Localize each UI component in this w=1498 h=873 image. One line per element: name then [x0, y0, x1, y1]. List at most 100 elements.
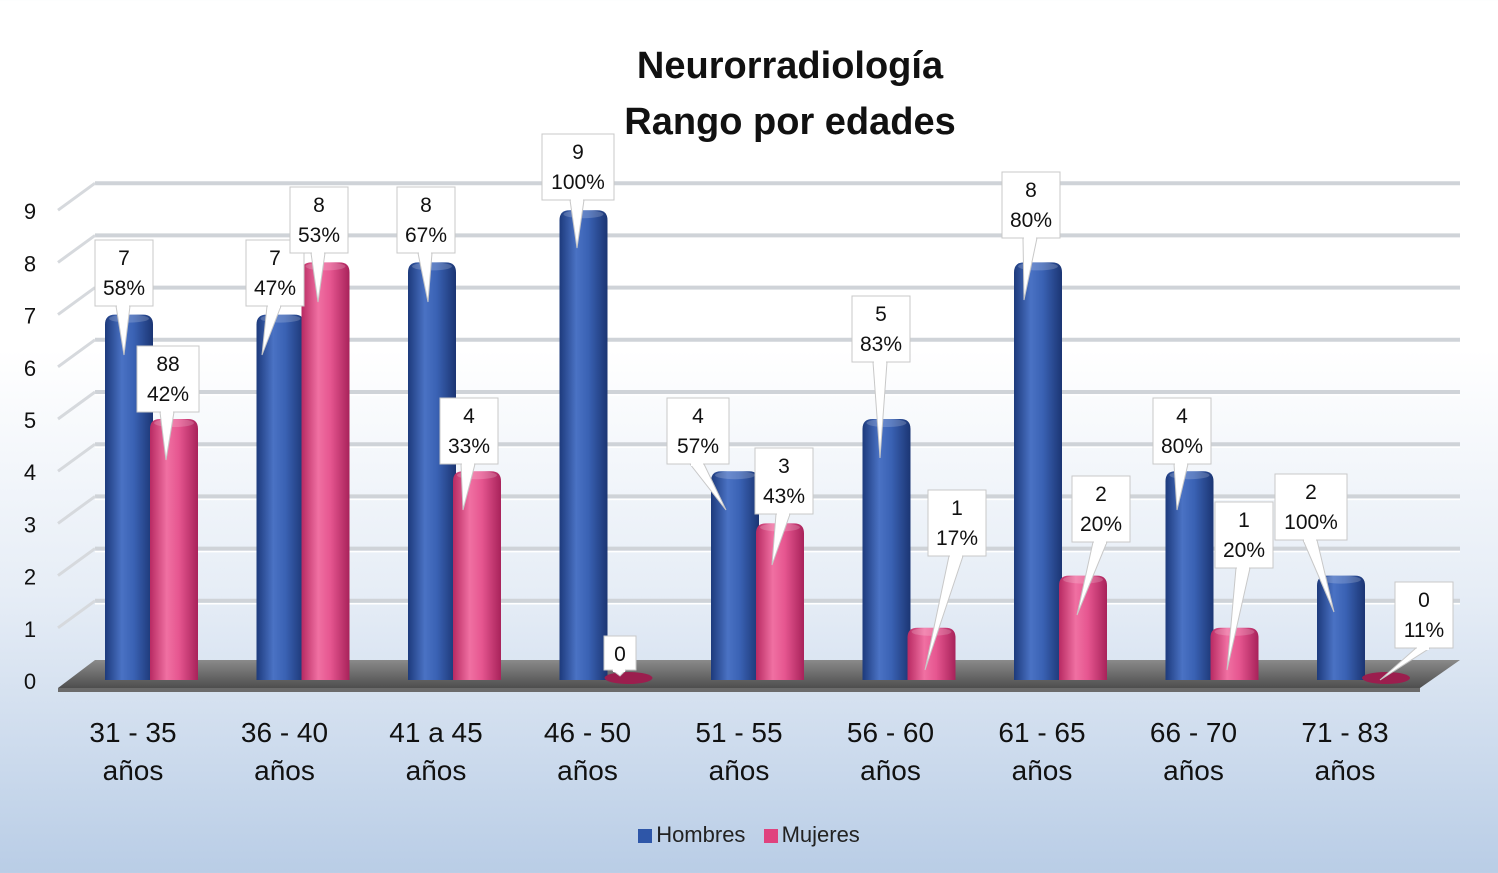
bars: [105, 210, 1410, 684]
data-label-text: 8: [1025, 179, 1037, 202]
data-label-hombres: 583%: [851, 295, 911, 459]
data-label-joint: [777, 512, 789, 516]
data-label-text: 11%: [1404, 619, 1444, 642]
data-label-box: [666, 397, 730, 465]
data-label-hombres: 880%: [1001, 171, 1061, 301]
legend-item-hombres: Hombres: [638, 822, 745, 848]
gridline-side: [57, 442, 96, 473]
data-label-text: 42%: [147, 383, 189, 406]
bar-mujeres: [453, 471, 501, 680]
data-label-joint: [117, 304, 129, 308]
data-label-mujeres: 120%: [1214, 501, 1274, 671]
data-label-box: [851, 295, 911, 363]
floor-edge: [58, 688, 1420, 692]
legend-label-mujeres: Mujeres: [781, 822, 860, 847]
bar-hombres: [1317, 575, 1365, 680]
data-label-text: 7: [269, 247, 281, 270]
data-label-box: [541, 133, 615, 201]
x-category-sublabel: años: [860, 755, 921, 786]
y-tick-label: 0: [24, 669, 36, 694]
x-category-label: 61 - 65: [998, 717, 1085, 748]
x-category-label: 66 - 70: [1150, 717, 1237, 748]
data-label-box: [603, 635, 637, 671]
data-label-mujeres: 220%: [1071, 475, 1131, 616]
y-tick-label: 2: [24, 565, 36, 590]
data-label-box: [396, 186, 456, 254]
data-label-hombres: 758%: [94, 239, 154, 356]
x-category-sublabel: años: [709, 755, 770, 786]
data-label-text: 17%: [936, 527, 978, 550]
data-label-box: [1394, 581, 1454, 649]
data-label-text: 100%: [551, 171, 605, 194]
legend-label-hombres: Hombres: [656, 822, 746, 847]
bar-mujeres: [1059, 575, 1107, 680]
y-tick-label: 6: [24, 356, 36, 381]
data-label-joint: [950, 554, 962, 558]
gridline-side: [57, 338, 96, 369]
data-label-joint: [419, 251, 431, 255]
data-label-text: 0: [614, 643, 626, 666]
gridline-side: [57, 390, 96, 421]
gridline-side: [57, 286, 96, 316]
bar-mujeres: [756, 523, 804, 680]
data-label-text: 80%: [1010, 209, 1052, 232]
data-label-hombres: 9 100%: [541, 133, 615, 249]
data-label-box: [94, 239, 154, 307]
data-label-joint: [1175, 462, 1187, 466]
y-tick-label: 7: [24, 304, 36, 329]
bar-mujeres-cap: [154, 419, 194, 427]
x-axis: 31 - 35 años 36 - 40 años 41 a 45 años 46 - 50…: [89, 717, 1388, 786]
data-label-text: 43%: [763, 485, 805, 508]
data-label-text: 57%: [677, 435, 719, 458]
data-label-text: 5: [875, 303, 887, 326]
x-category-label: 41 a 45: [389, 717, 482, 748]
data-label-joint: [161, 410, 173, 414]
bar-hombres: [862, 419, 911, 680]
data-label-box: [1274, 473, 1348, 541]
data-label-joint: [691, 462, 703, 466]
bar-mujeres: [1362, 672, 1410, 684]
data-label-text: 100%: [1284, 511, 1338, 534]
bar-hombres-cap: [412, 262, 452, 271]
bar-mujeres-cap: [911, 627, 952, 636]
data-label-joint: [1304, 538, 1316, 542]
data-label-joint: [613, 668, 625, 672]
legend-item-mujeres: Mujeres: [763, 822, 860, 848]
data-label-text: 0: [1418, 589, 1430, 612]
y-tick-label: 4: [24, 460, 36, 485]
data-label-mujeres: 433%: [439, 397, 499, 511]
bar-hombres-cap: [715, 471, 755, 480]
data-label-mujeres: 0: [603, 635, 637, 677]
data-label-hombres: 867%: [396, 186, 456, 303]
y-tick-label: 5: [24, 408, 36, 433]
data-label-text: 8: [313, 194, 325, 217]
data-label-box: [1071, 475, 1131, 543]
bar-mujeres-cap: [305, 262, 346, 271]
data-label-text: 80%: [1161, 435, 1203, 458]
data-label-text: 88: [156, 353, 179, 376]
y-tick-label: 8: [24, 251, 36, 276]
x-category-sublabel: años: [1012, 755, 1073, 786]
legend-swatch-hombres: [638, 829, 653, 843]
bar-hombres-cap: [1321, 575, 1361, 584]
x-category-sublabel: años: [557, 755, 618, 786]
data-label-text: 67%: [405, 224, 447, 247]
data-label-text: 1: [951, 497, 963, 520]
legend: Hombres Mujeres: [0, 822, 1498, 848]
data-label-text: 4: [692, 405, 704, 428]
data-label-box: [927, 489, 987, 557]
data-label-text: 83%: [860, 333, 902, 356]
data-label-text: 20%: [1080, 513, 1122, 536]
data-label-box: [136, 345, 200, 413]
x-category-sublabel: años: [406, 755, 467, 786]
data-label-hombres: 2 100%: [1274, 473, 1348, 613]
data-label-text: 4: [463, 405, 475, 428]
x-category-label: 71 - 83: [1301, 717, 1388, 748]
data-label-box: [1214, 501, 1274, 569]
x-category-label: 51 - 55: [695, 717, 782, 748]
data-label-text: 53%: [298, 224, 340, 247]
x-category-label: 36 - 40: [241, 717, 328, 748]
bar-hombres: [1165, 471, 1214, 680]
x-category-sublabel: años: [1163, 755, 1224, 786]
gridline-side: [57, 234, 96, 264]
